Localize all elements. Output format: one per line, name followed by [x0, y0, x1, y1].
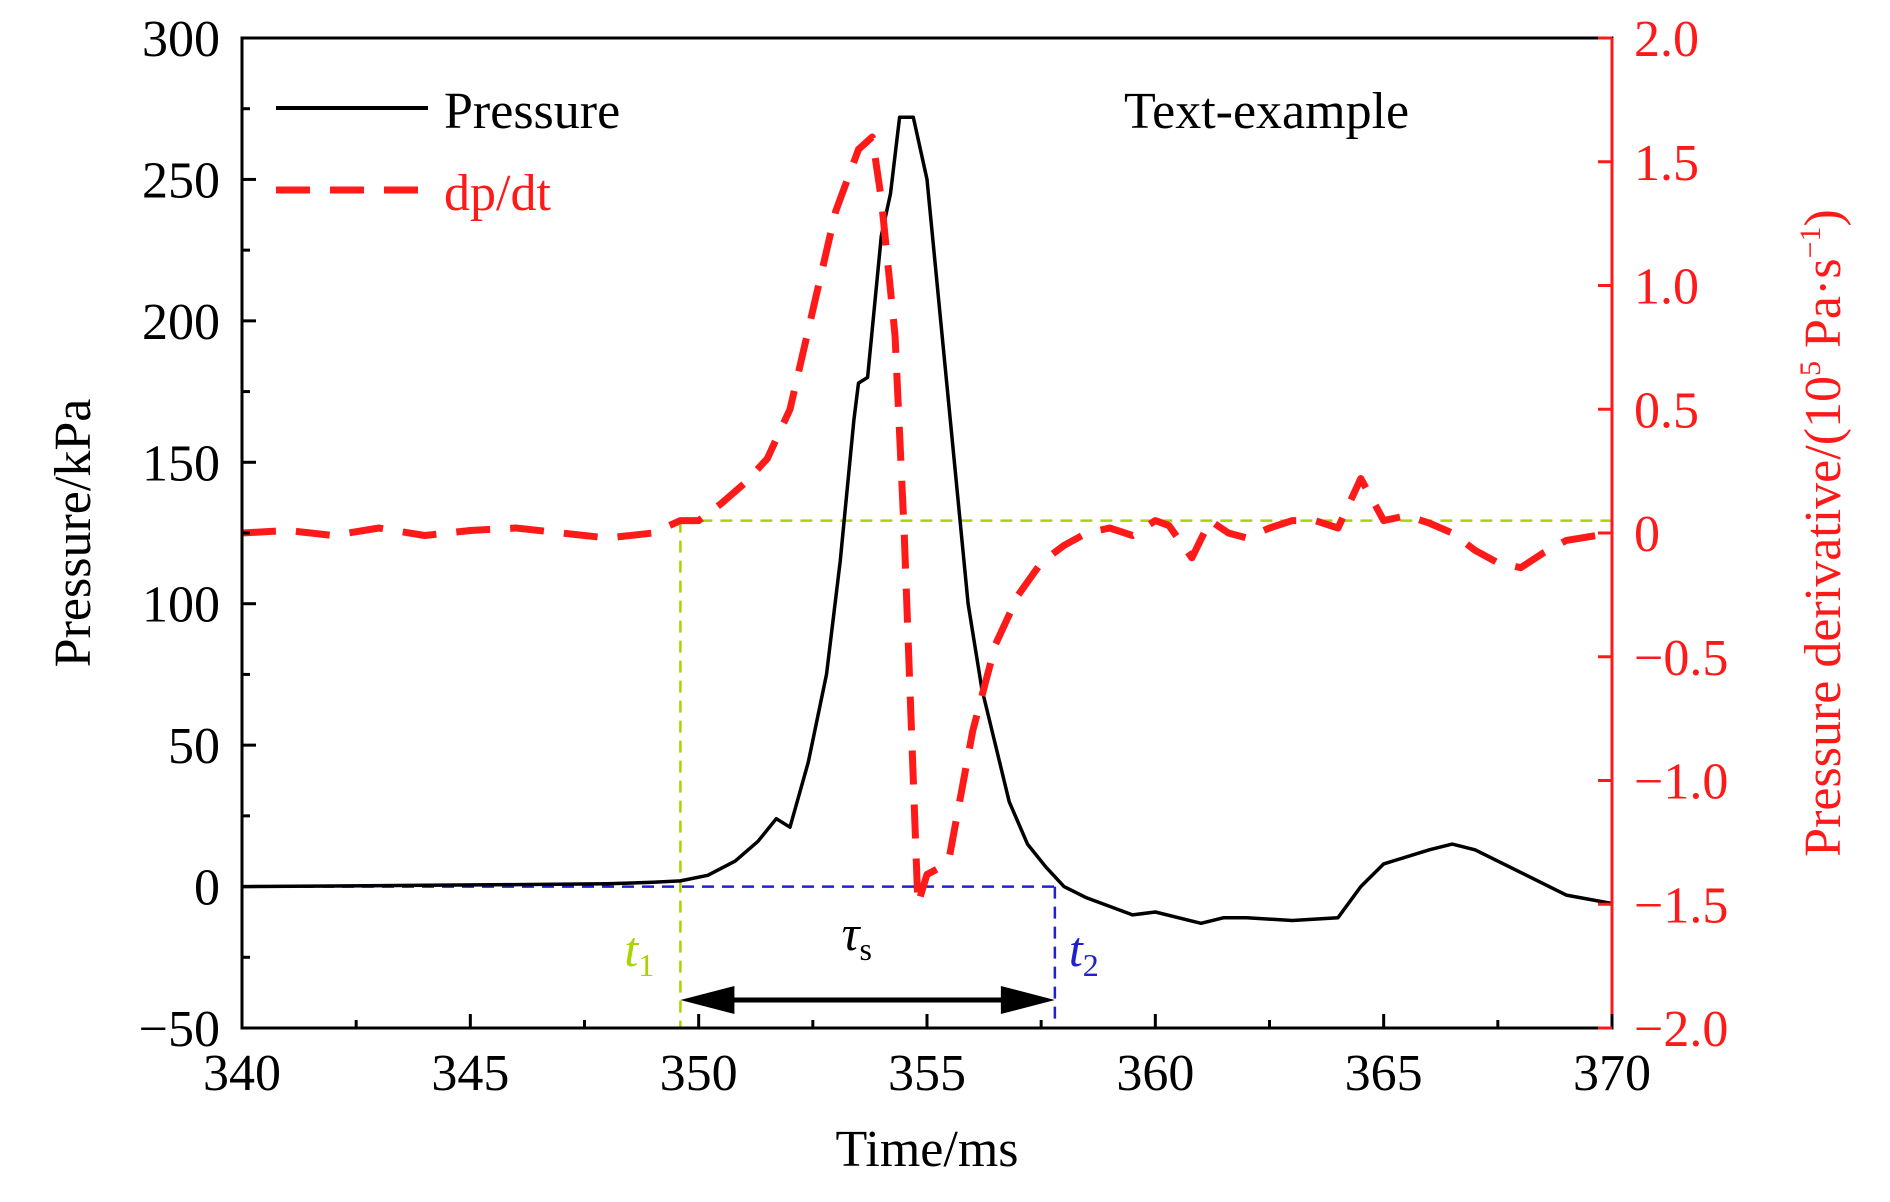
y-tick-label: 250	[142, 152, 220, 209]
x-axis-ticks: 340 345 350 355 360 365 370	[203, 1014, 1651, 1102]
y-tick-label: 100	[142, 577, 220, 634]
legend: Pressure dp/dt	[276, 83, 620, 222]
x-tick-label: 340	[203, 1045, 281, 1102]
y-tick-label: −50	[139, 1001, 220, 1058]
t1-label: t1	[624, 921, 654, 983]
tau-label-sub: s	[860, 931, 872, 967]
t1-label-sub: 1	[638, 947, 654, 983]
y-axis-title: Pressure/kPa	[45, 399, 102, 668]
tau-label-base: τ	[842, 905, 862, 961]
legend-label-dpdt: dp/dt	[444, 165, 551, 222]
x-tick-label: 350	[660, 1045, 738, 1102]
y-tick-label: 50	[168, 718, 220, 775]
y-tick-label: 0	[194, 860, 220, 917]
y2-tick-label: 2.0	[1634, 11, 1699, 68]
tau-arrow-head-left	[680, 986, 735, 1014]
y-tick-label: 300	[142, 11, 220, 68]
series-pressure-line	[241, 115, 1613, 926]
x-tick-label: 370	[1573, 1045, 1651, 1102]
y2-axis-title-main: Pressure derivative/(10	[1795, 376, 1852, 857]
y2-tick-label: 0	[1634, 506, 1660, 563]
tau-label: τs	[842, 905, 872, 967]
y2-tick-label: −2.0	[1634, 1001, 1728, 1058]
t2-label-base: t	[1069, 921, 1084, 977]
y2-axis-title-sup1: 5	[1794, 361, 1827, 376]
t1-label-base: t	[624, 921, 639, 977]
tau-arrow-head-right	[1000, 986, 1055, 1014]
text-example-label: Text-example	[1124, 83, 1409, 140]
t2-label: t2	[1069, 921, 1099, 983]
y-tick-label: 150	[142, 435, 220, 492]
x-tick-label: 365	[1345, 1045, 1423, 1102]
annotations: t1 t2 τs	[624, 905, 1099, 1014]
t2-label-sub: 2	[1083, 947, 1099, 983]
y2-tick-label: −1.5	[1634, 877, 1728, 934]
x-tick-label: 345	[431, 1045, 509, 1102]
y2-tick-label: −0.5	[1634, 630, 1728, 687]
x-tick-label: 355	[888, 1045, 966, 1102]
y2-axis-ticks: −2.0 −1.5 −1.0 −0.5 0 0.5 1.0 1.5 2.0	[1598, 11, 1728, 1058]
guide-lines	[242, 519, 1612, 1028]
y2-tick-label: 1.0	[1634, 259, 1699, 316]
x-tick-label: 360	[1116, 1045, 1194, 1102]
legend-label-pressure: Pressure	[444, 83, 620, 140]
y2-tick-label: 0.5	[1634, 382, 1699, 439]
y2-axis-title: Pressure derivative/(105 Pa·s−1)	[1794, 209, 1852, 857]
series-layer	[241, 115, 1613, 926]
y2-tick-label: −1.0	[1634, 754, 1728, 811]
y-tick-label: 200	[142, 294, 220, 351]
y2-axis-title-end: )	[1795, 209, 1852, 226]
y-axis-ticks: −50 0 50 100 150 200 250 300	[139, 11, 256, 1058]
y2-tick-label: 1.5	[1634, 135, 1699, 192]
y2-axis-title-sup2: −1	[1794, 226, 1827, 258]
series-dpdt-line	[241, 133, 1613, 908]
y2-axis-title-mid: Pa·s	[1795, 258, 1852, 361]
x-axis-title: Time/ms	[835, 1121, 1018, 1178]
